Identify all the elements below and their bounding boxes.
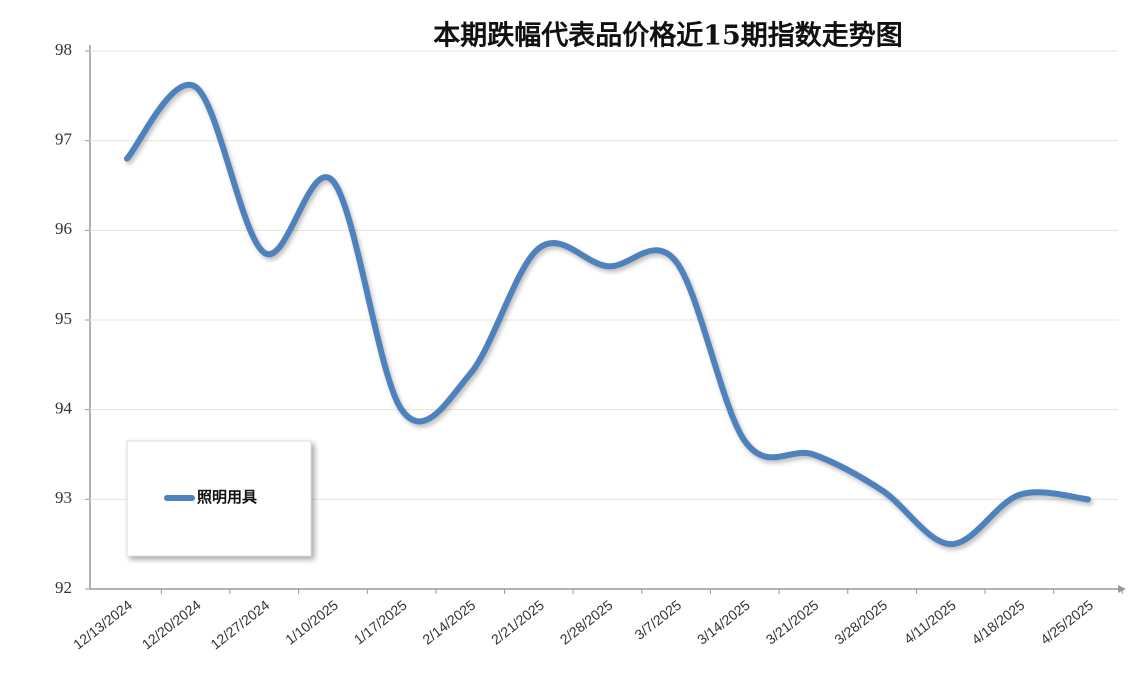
x-tick-label: 2/21/2025: [488, 597, 547, 648]
chart-title: 本期跌幅代表品价格近15期指数走势图: [433, 21, 903, 52]
x-tick-label: 3/21/2025: [763, 597, 822, 648]
series-line: [124, 81, 1091, 548]
legend: 照明用具: [164, 488, 257, 506]
legend-label: 照明用具: [197, 488, 257, 506]
legend-box: [126, 440, 312, 557]
x-tick-label: 3/14/2025: [694, 597, 753, 648]
x-tick-label: 4/25/2025: [1037, 597, 1096, 648]
x-tick-label: 1/10/2025: [282, 597, 341, 648]
x-tick-label: 12/13/2024: [70, 597, 135, 653]
y-tick-label: 94: [55, 399, 73, 418]
x-tick-label: 2/14/2025: [419, 597, 478, 648]
x-tick-label: 3/7/2025: [631, 597, 684, 643]
y-tick-label: 96: [55, 219, 72, 238]
y-tick-label: 98: [55, 40, 72, 59]
y-tick-label: 93: [55, 488, 72, 507]
x-tick-label: 2/28/2025: [557, 597, 616, 648]
x-tick-label: 3/28/2025: [831, 597, 890, 648]
x-tick-label: 12/20/2024: [139, 597, 204, 653]
x-tick-label: 4/18/2025: [969, 597, 1028, 648]
y-tick-label: 95: [55, 309, 72, 328]
y-tick-label: 97: [55, 130, 73, 149]
y-tick-label: 92: [55, 578, 72, 597]
plot: [124, 81, 1091, 548]
x-tick-label: 4/11/2025: [901, 597, 959, 647]
x-tick-label: 1/17/2025: [351, 597, 410, 648]
x-tick-label: 12/27/2024: [207, 597, 272, 653]
